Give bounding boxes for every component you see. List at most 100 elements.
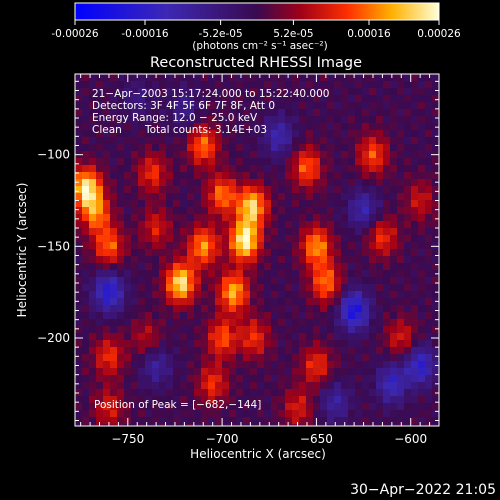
heatmap-cell (229, 347, 237, 355)
heatmap-cell (110, 368, 118, 376)
heatmap-cell (376, 88, 384, 96)
heatmap-cell (327, 109, 335, 117)
heatmap-cell (103, 88, 111, 96)
heatmap-cell (404, 382, 412, 390)
heatmap-cell (418, 102, 426, 110)
heatmap-cell (362, 417, 370, 425)
heatmap-cell (292, 263, 300, 271)
heatmap-cell (348, 116, 356, 124)
heatmap-cell (89, 81, 97, 89)
heatmap-cell (89, 375, 97, 383)
heatmap-cell (243, 116, 251, 124)
heatmap-cell (96, 242, 104, 250)
heatmap-cell (355, 354, 363, 362)
heatmap-cell (362, 319, 370, 327)
heatmap-cell (110, 312, 118, 320)
heatmap-cell (96, 88, 104, 96)
heatmap-cell (138, 270, 146, 278)
heatmap-cell (306, 151, 314, 159)
heatmap-cell (355, 137, 363, 145)
heatmap-cell (362, 389, 370, 397)
heatmap-cell (285, 291, 293, 299)
heatmap-cell (236, 186, 244, 194)
heatmap-cell (117, 375, 125, 383)
heatmap-cell (432, 242, 439, 250)
colorbar-tick-label: -0.00026 (51, 28, 99, 40)
heatmap-cell (194, 410, 202, 418)
heatmap-cell (418, 88, 426, 96)
heatmap-cell (222, 81, 230, 89)
heatmap-cell (418, 95, 426, 103)
heatmap-cell (82, 354, 90, 362)
heatmap-cell (306, 109, 314, 117)
heatmap-cell (278, 284, 286, 292)
heatmap-cell (355, 284, 363, 292)
heatmap-cell (180, 333, 188, 341)
heatmap-cell (257, 123, 265, 131)
heatmap-cell (82, 144, 90, 152)
heatmap-cell (376, 417, 384, 425)
heatmap-cell (222, 109, 230, 117)
heatmap-cell (383, 256, 391, 264)
heatmap-cell (201, 221, 209, 229)
heatmap-cell (89, 417, 97, 425)
heatmap-cell (194, 193, 202, 201)
heatmap-cell (411, 417, 419, 425)
heatmap-cell (82, 403, 90, 411)
heatmap-cell (369, 333, 377, 341)
heatmap-cell (334, 165, 342, 173)
heatmap-cell (376, 277, 384, 285)
heatmap-cell (243, 186, 251, 194)
heatmap-cell (285, 74, 293, 82)
heatmap-cell (397, 375, 405, 383)
heatmap-cell (369, 382, 377, 390)
heatmap-cell (348, 207, 356, 215)
heatmap-cell (159, 291, 167, 299)
heatmap-cell (432, 361, 439, 369)
heatmap-cell (75, 347, 83, 355)
heatmap-cell (201, 298, 209, 306)
heatmap-cell (425, 347, 433, 355)
heatmap-cell (369, 312, 377, 320)
heatmap-cell (152, 151, 160, 159)
heatmap-cell (229, 389, 237, 397)
heatmap-cell (292, 221, 300, 229)
heatmap-cell (208, 81, 216, 89)
heatmap-cell (257, 424, 265, 426)
heatmap-cell (404, 193, 412, 201)
colorbar-unit-label: (photons cm⁻² s⁻¹ asec⁻²) (192, 40, 327, 52)
heatmap-cell (173, 375, 181, 383)
heatmap-cell (201, 319, 209, 327)
heatmap-cell (257, 193, 265, 201)
heatmap-cell (89, 263, 97, 271)
heatmap-cell (376, 347, 384, 355)
heatmap-cell (348, 88, 356, 96)
heatmap-cell (313, 333, 321, 341)
heatmap-cell (215, 102, 223, 110)
heatmap-cell (432, 130, 439, 138)
heatmap-cell (124, 249, 132, 257)
heatmap-cell (278, 193, 286, 201)
heatmap-cell (327, 144, 335, 152)
heatmap-cell (292, 200, 300, 208)
heatmap-cell (229, 172, 237, 180)
heatmap-cell (264, 347, 272, 355)
heatmap-cell (257, 95, 265, 103)
heatmap-cell (82, 123, 90, 131)
heatmap-cell (201, 186, 209, 194)
heatmap-cell (152, 354, 160, 362)
heatmap-cell (271, 361, 279, 369)
heatmap-cell (285, 340, 293, 348)
heatmap-cell (341, 326, 349, 334)
heatmap-cell (208, 193, 216, 201)
heatmap-cell (117, 221, 125, 229)
heatmap-cell (236, 347, 244, 355)
heatmap-cell (110, 396, 118, 404)
heatmap-cell (173, 200, 181, 208)
heatmap-cell (264, 214, 272, 222)
heatmap-cell (243, 340, 251, 348)
heatmap-cell (138, 193, 146, 201)
heatmap-cell (278, 270, 286, 278)
heatmap-cell (180, 361, 188, 369)
heatmap-cell (285, 144, 293, 152)
